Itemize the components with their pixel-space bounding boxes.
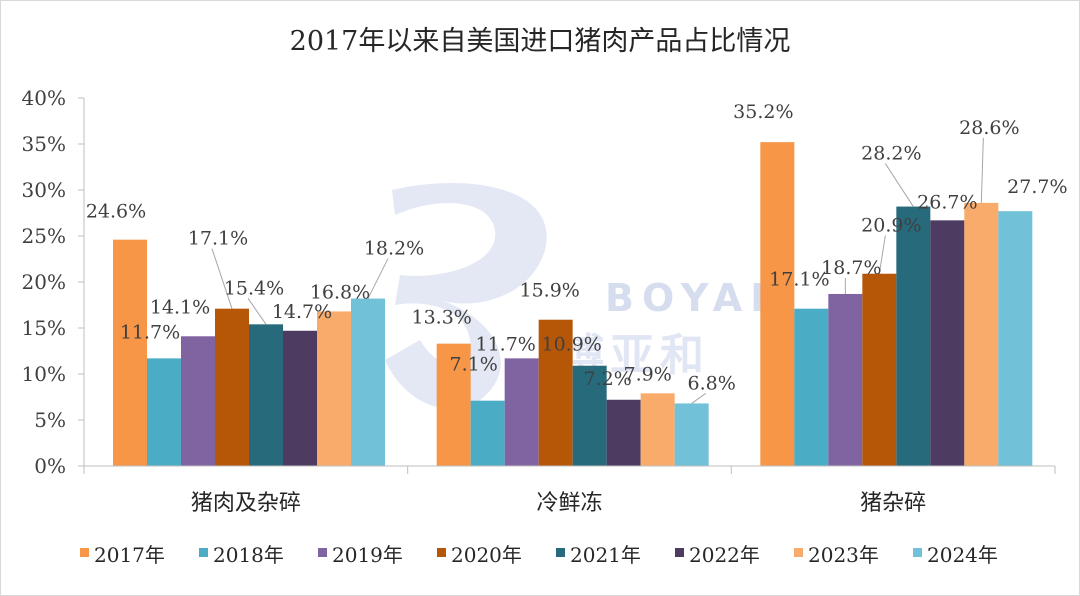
bar [113,239,147,466]
bar [794,308,829,466]
bar [964,202,999,466]
bar [640,393,675,466]
data-label: 7.1% [450,354,498,376]
legend-swatch [80,548,89,557]
data-label: 28.6% [959,117,1019,139]
data-label: 6.8% [688,372,736,394]
data-label: 28.2% [861,143,921,165]
legend-label: 2024年 [927,543,998,567]
data-label: 11.7% [120,321,180,343]
label-leader-line [367,258,389,299]
data-label: 17.1% [188,228,248,250]
data-label: 26.7% [917,191,977,213]
bar [181,336,215,466]
data-label: 16.8% [310,281,370,303]
watermark-brand-latin: BOYAR [605,276,787,320]
data-label: 20.9% [861,215,921,237]
x-axis: 猪肉及杂碎 冷鲜冻 猪杂碎 [83,465,1056,516]
bar [215,308,249,466]
y-tick-label: 10% [22,362,66,386]
bar [760,142,795,466]
label-leader-line [691,393,706,404]
data-label: 18.7% [821,257,881,279]
data-label: 17.1% [769,269,829,291]
y-tick-label: 0% [34,454,66,478]
data-label: 10.9% [541,334,601,356]
bar [606,399,641,466]
bar [147,358,181,466]
data-label: 7.2% [584,368,632,390]
legend-label: 2018年 [213,543,284,567]
bars [113,142,1033,466]
legend-label: 2021年 [570,543,641,567]
bar [896,206,931,466]
legend-label: 2020年 [451,543,522,567]
legend-swatch [199,548,208,557]
bar [538,319,573,466]
legend-swatch [675,548,684,557]
legend-swatch [437,548,446,557]
legend-label: 2023年 [808,543,879,567]
bar [249,324,283,466]
bar [998,211,1033,466]
data-label: 7.9% [624,363,672,385]
label-leader-line [247,298,267,325]
legend-swatch [318,548,327,557]
label-leader-line [884,163,914,207]
bar [283,330,317,466]
legend-swatch [794,548,803,557]
legend-swatch [556,548,565,557]
legend-swatch [913,548,922,557]
data-label: 35.2% [733,101,793,123]
bar [504,358,539,466]
legend-label: 2022年 [689,543,760,567]
bar [572,365,607,466]
bar [930,220,965,466]
legend: 2017年 2018年 2019年 2020年 2021年 2022年 2023年 2024年 [80,543,998,567]
label-leader-lines [211,137,984,404]
y-tick-label: 40% [22,86,66,110]
bar [862,273,897,466]
data-label: 13.3% [411,307,471,329]
x-category-label: 猪杂碎 [860,491,926,516]
x-category-label: 冷鲜冻 [536,491,602,516]
y-tick-label: 25% [22,224,66,248]
data-label: 11.7% [475,333,535,355]
label-leader-line [980,137,984,203]
legend-label: 2017年 [94,543,165,567]
data-label: 14.1% [150,296,210,318]
data-labels: 24.6% 11.7% 14.1% 17.1% 15.4%14.7%16.8% 18.2%… [86,101,1068,394]
data-label: 27.7% [1007,176,1067,198]
y-tick-label: 20% [22,270,66,294]
data-label: 14.7% [272,301,332,323]
y-tick-label: 35% [22,132,66,156]
legend-label: 2019年 [332,543,403,567]
y-tick-label: 15% [22,316,66,340]
label-leader-line [878,235,886,274]
data-label: 18.2% [364,238,424,260]
x-category-label: 猪肉及杂碎 [191,491,301,516]
bar [317,311,351,466]
y-axis: 0% 5% 10% 15% 20% 25% 30% 35% 40% [22,86,85,478]
bar [351,298,385,466]
label-leader-line [211,248,233,309]
chart-title: 2017年以来自美国进口猪肉产品占比情况 [290,26,791,57]
y-tick-label: 5% [34,408,66,432]
y-tick-label: 30% [22,178,66,202]
data-label: 15.4% [224,277,284,299]
bar [470,400,505,466]
bar [674,403,709,466]
data-label: 15.9% [519,280,579,302]
bar [436,343,471,466]
bar [828,293,863,466]
data-label: 24.6% [86,201,146,223]
watermark-logo-mark [385,183,547,409]
